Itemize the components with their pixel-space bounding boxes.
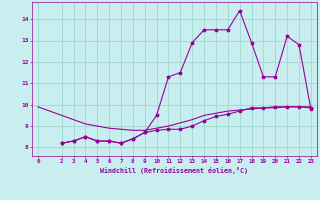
X-axis label: Windchill (Refroidissement éolien,°C): Windchill (Refroidissement éolien,°C) — [100, 167, 248, 174]
